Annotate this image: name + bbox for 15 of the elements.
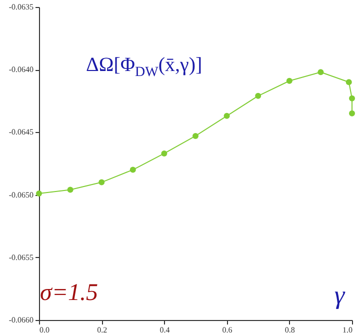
y-tick-label: -0.0645 [8,128,34,137]
x-tick-label: 0.8 [284,326,295,334]
y-tick-label: -0.0660 [8,316,34,324]
x-tick-label: 0.6 [222,326,232,334]
annotation: σ=1.5 [40,280,98,307]
x-tick-label: 0.2 [97,326,108,334]
x-tick-label: 0.0 [40,326,50,334]
x-tick-label: 1.0 [342,326,352,334]
y-axis-title: ΔΩ[Φ$_{DW}$(x̄,γ)] [86,54,202,81]
y-tick-label: -0.0650 [8,190,34,200]
y-tick-label: -0.0640 [8,65,34,74]
x-axis-title: γ [334,280,346,310]
y-tick-label: -0.0635 [8,2,34,12]
y-tick-label: -0.0655 [8,252,34,262]
x-tick-label: 0.4 [160,326,170,334]
